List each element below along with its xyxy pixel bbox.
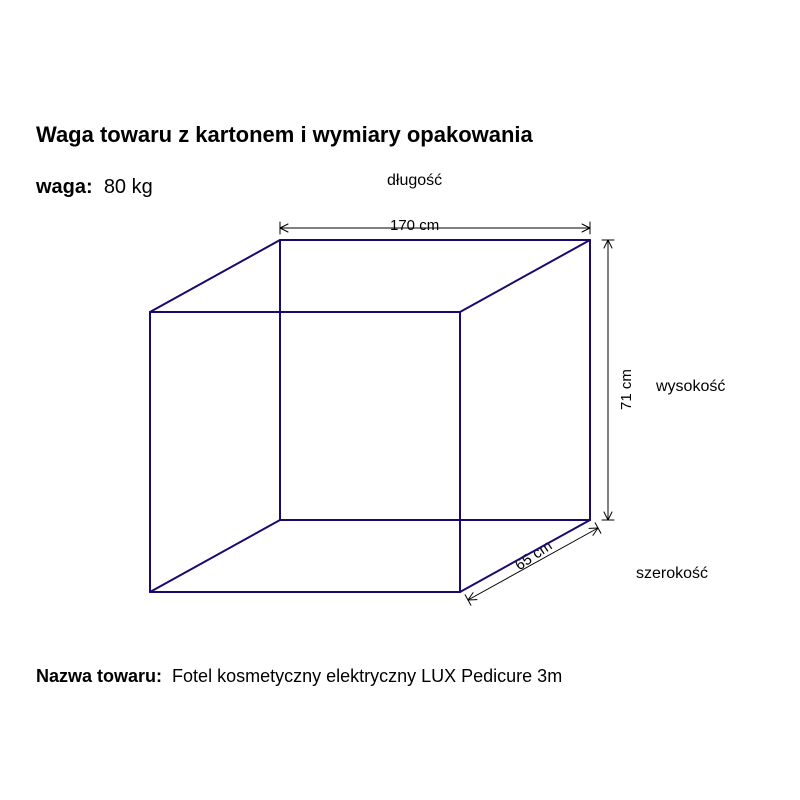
box-diagram <box>0 0 800 800</box>
